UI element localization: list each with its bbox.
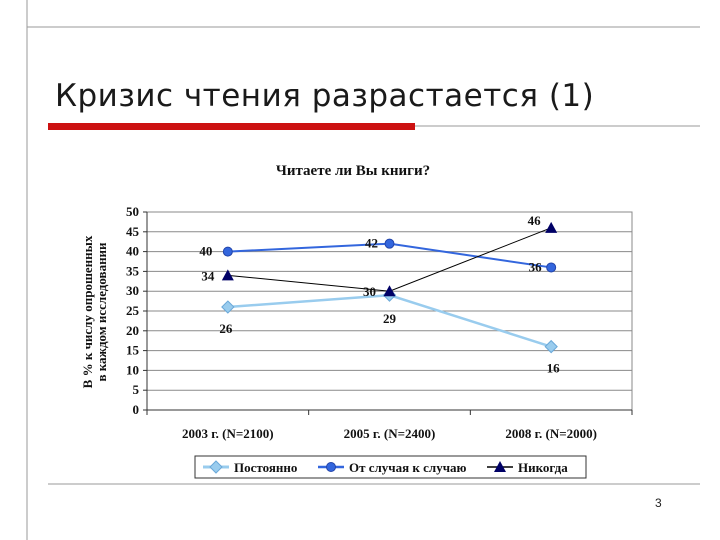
data-point xyxy=(383,285,396,297)
y-tick-label: 20 xyxy=(126,323,139,338)
x-tick-label: 2008 г. (N=2000) xyxy=(505,426,597,441)
y-axis-label-line-1: В % к числу опрошенных xyxy=(80,235,95,388)
data-label: 26 xyxy=(219,321,233,336)
y-tick-label: 10 xyxy=(126,362,139,377)
data-point xyxy=(384,238,395,249)
legend: Постоянно От случая к случаю Никогда xyxy=(194,455,587,479)
legend-entry: Постоянно xyxy=(234,460,297,475)
data-point xyxy=(221,300,235,314)
y-tick-label: 35 xyxy=(126,263,140,278)
y-tick-label: 45 xyxy=(126,224,140,239)
data-label: 46 xyxy=(528,213,542,228)
slide-title: Кризис чтения разрастается (1) xyxy=(55,78,595,114)
plot-area: 0 5 10 15 20 25 30 35 40 45 50 2003 г. (N=2100) 2005… xyxy=(126,204,633,441)
data-label: 16 xyxy=(547,361,561,376)
slide-number: 3 xyxy=(655,496,662,510)
data-label: 36 xyxy=(529,259,543,274)
x-tick-label: 2003 г. (N=2100) xyxy=(182,426,274,441)
data-label: 40 xyxy=(199,244,212,259)
title-accent-bar xyxy=(48,123,415,130)
legend-entry: От случая к случаю xyxy=(349,460,467,475)
legend-marker xyxy=(326,462,336,472)
data-label: 42 xyxy=(365,236,378,251)
y-tick-label: 5 xyxy=(133,382,140,397)
legend-marker xyxy=(209,460,223,474)
legend-box xyxy=(194,455,587,479)
data-point xyxy=(221,269,234,281)
y-tick-label: 15 xyxy=(126,343,140,358)
x-tick-label: 2005 г. (N=2400) xyxy=(344,426,436,441)
y-tick-label: 0 xyxy=(133,402,140,417)
y-tick-label: 40 xyxy=(126,244,139,259)
legend-entry: Никогда xyxy=(518,460,568,475)
data-label: 30 xyxy=(363,284,376,299)
data-point xyxy=(544,339,558,354)
y-axis-label-line-2: в каждом исследовании xyxy=(94,242,109,382)
y-tick-label: 50 xyxy=(126,204,139,219)
data-label: 29 xyxy=(383,311,397,326)
legend-marker xyxy=(494,461,506,472)
chart-title: Читаете ли Вы книги? xyxy=(276,163,430,179)
data-point xyxy=(222,246,233,257)
data-label: 34 xyxy=(201,268,215,283)
data-point xyxy=(546,262,557,273)
y-tick-label: 25 xyxy=(126,303,140,318)
data-point xyxy=(545,221,558,233)
y-tick-label: 30 xyxy=(126,283,139,298)
